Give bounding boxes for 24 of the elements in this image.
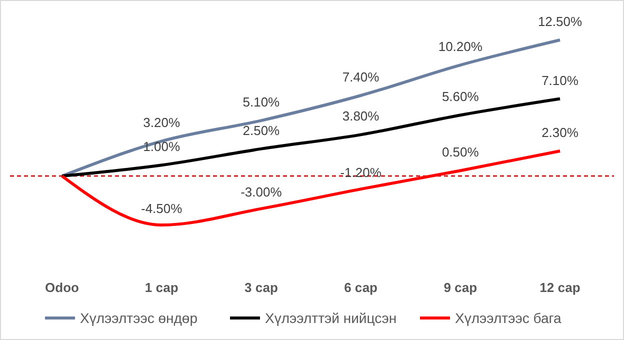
- data-label: 1.00%: [143, 139, 180, 154]
- data-label: 7.10%: [542, 72, 579, 88]
- data-label: 5.10%: [242, 94, 280, 110]
- legend-label: Хүлээлттэй нийцсэн: [265, 310, 397, 326]
- legend-label: Хүлээлтээс өндөр: [80, 310, 198, 326]
- x-tick-label: Odoo: [45, 280, 80, 295]
- data-label: 7.40%: [342, 70, 380, 84]
- data-label: 2.30%: [542, 125, 579, 140]
- data-label: -1.20%: [340, 165, 382, 180]
- x-tick-label: 6 сар: [344, 280, 378, 295]
- legend-label: Хүлээлтээс бага: [455, 310, 562, 326]
- data-label: -3.00%: [240, 184, 282, 200]
- x-tick-label: 12 сар: [540, 280, 580, 295]
- data-label: 3.20%: [143, 115, 180, 130]
- data-label: 12.50%: [538, 14, 582, 29]
- x-tick-label: 3 сар: [244, 280, 278, 295]
- data-label: 5.60%: [442, 89, 480, 104]
- data-label: 2.50%: [242, 122, 280, 138]
- x-tick-label: 1 сар: [144, 280, 178, 295]
- data-label: 3.80%: [342, 108, 380, 124]
- data-label: 10.20%: [438, 39, 483, 54]
- data-label: 0.50%: [442, 144, 480, 160]
- x-tick-label: 9 сар: [444, 280, 478, 295]
- data-label: -4.50%: [141, 201, 183, 216]
